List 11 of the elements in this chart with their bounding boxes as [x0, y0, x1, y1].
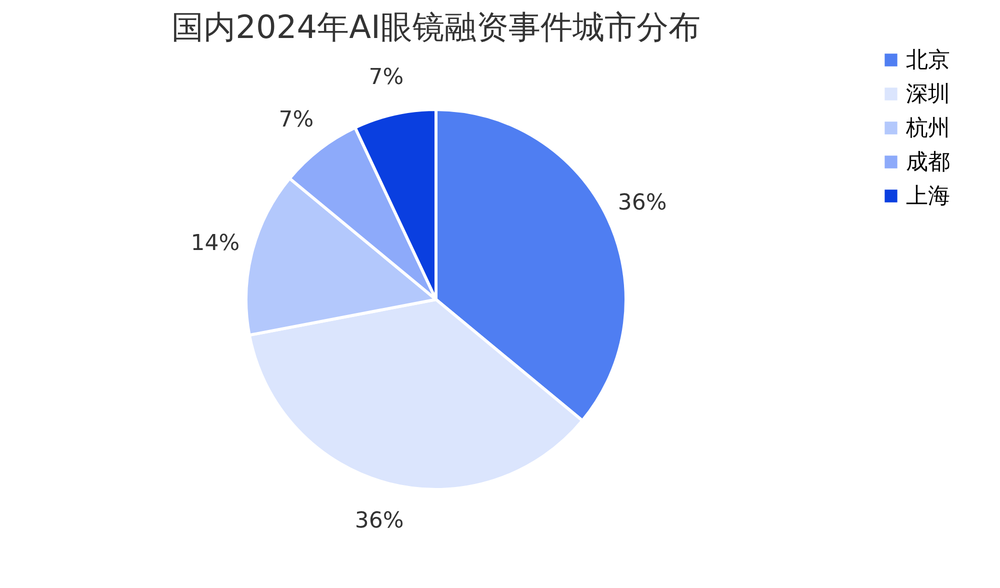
- legend-label: 上海: [906, 184, 950, 209]
- data-label: 7%: [278, 107, 314, 132]
- legend-label: 成都: [906, 150, 950, 175]
- data-label: 14%: [190, 230, 240, 256]
- data-label: 36%: [354, 508, 404, 534]
- data-label: 36%: [618, 190, 667, 216]
- legend-label: 杭州: [905, 116, 950, 141]
- data-label: 7%: [368, 64, 404, 90]
- legend-label: 北京: [906, 48, 950, 73]
- legend-label: 深圳: [906, 82, 950, 107]
- chart-title: 国内2024年AI眼镜融资事件城市分布: [172, 8, 700, 46]
